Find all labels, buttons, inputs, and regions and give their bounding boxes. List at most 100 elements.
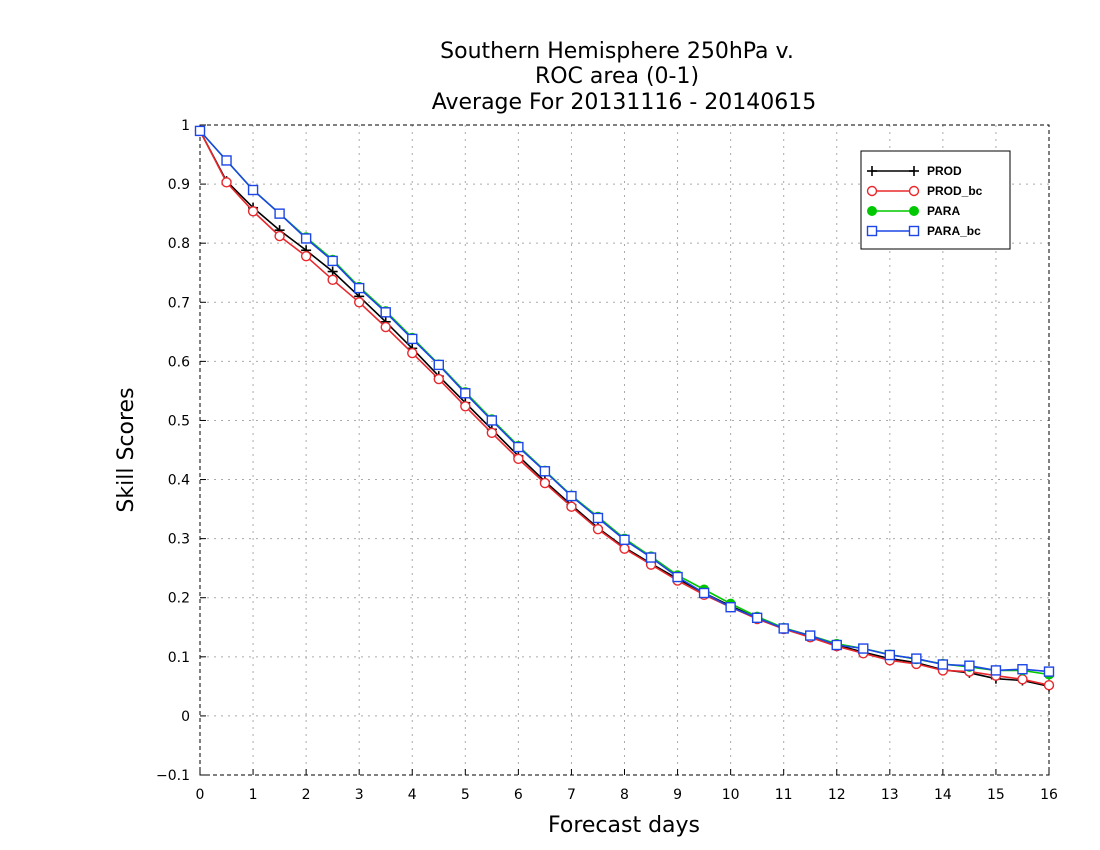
data-point-prod-bc bbox=[513, 453, 524, 465]
data-point-para-bc bbox=[778, 623, 789, 634]
y-tick-label: 0.6 bbox=[168, 354, 190, 370]
data-point-para-bc bbox=[990, 665, 1002, 676]
y-tick-label: 1 bbox=[181, 118, 190, 134]
axis-ticks: 0 1 2 3 4 5 6 7 8 9 10 11 12 13 14 15 16−0.100.10.20.30.… bbox=[156, 118, 1058, 803]
data-point-para-bc bbox=[672, 571, 683, 583]
x-tick-label: 14 bbox=[934, 787, 952, 803]
data-point-para-bc bbox=[221, 155, 232, 166]
data-point-para-bc bbox=[725, 601, 736, 613]
data-point-prod-bc bbox=[566, 501, 577, 512]
data-point-prod-bc bbox=[619, 543, 630, 554]
x-tick-label: 11 bbox=[775, 787, 793, 803]
x-tick-label: 12 bbox=[828, 787, 846, 803]
legend-box bbox=[860, 150, 1011, 250]
data-point-para-bc bbox=[247, 184, 259, 196]
data-point-prod-bc bbox=[247, 206, 259, 217]
y-tick-label: 0.1 bbox=[168, 650, 190, 666]
data-point-para-bc bbox=[911, 653, 922, 664]
data-point-prod-bc bbox=[1043, 679, 1055, 691]
x-tick-label: 1 bbox=[249, 787, 258, 803]
data-point-para-bc bbox=[380, 307, 391, 318]
data-point-para-bc bbox=[619, 534, 630, 546]
x-tick-label: 9 bbox=[673, 787, 682, 803]
data-point-para-bc bbox=[751, 612, 763, 624]
data-point-prod-bc bbox=[407, 347, 418, 359]
legend: PROD PROD_bc PARA PARA_bc bbox=[860, 150, 1011, 250]
legend-label-para-bc: PARA_bc bbox=[927, 224, 981, 238]
x-tick-label: 0 bbox=[196, 787, 205, 803]
data-point-para-bc bbox=[274, 208, 285, 219]
legend-entry-prod-bc: PROD_bc bbox=[866, 184, 983, 198]
x-tick-label: 4 bbox=[408, 787, 417, 803]
y-tick-label: 0.8 bbox=[168, 236, 190, 252]
data-point-prod-bc bbox=[1017, 674, 1028, 685]
y-tick-label: 0.4 bbox=[168, 473, 190, 489]
y-tick-label: 0.7 bbox=[168, 295, 190, 311]
data-point-para-bc bbox=[194, 125, 206, 137]
x-axis-label: Forecast days bbox=[548, 813, 700, 838]
data-point-prod-bc bbox=[486, 427, 498, 439]
legend-entry-para: PARA bbox=[867, 204, 960, 218]
legend-entry-para-bc: PARA_bc bbox=[866, 224, 981, 238]
data-point-para-bc bbox=[937, 659, 949, 670]
data-point-para-bc bbox=[805, 630, 816, 641]
x-tick-label: 16 bbox=[1040, 787, 1058, 803]
data-point-para-bc bbox=[460, 388, 471, 399]
series-para-bc bbox=[194, 125, 1055, 677]
data-point-prod-bc bbox=[460, 401, 471, 412]
x-tick-label: 10 bbox=[722, 787, 740, 803]
legend-marker bbox=[909, 206, 919, 216]
x-tick-label: 5 bbox=[461, 787, 470, 803]
data-point-prod-bc bbox=[380, 321, 391, 333]
data-point-prod-bc bbox=[592, 523, 604, 535]
y-tick-label: 0.2 bbox=[168, 591, 190, 607]
data-point-para-bc bbox=[858, 643, 869, 654]
legend-entry-prod: PROD bbox=[867, 164, 962, 178]
x-tick-label: 3 bbox=[355, 787, 364, 803]
data-point-prod-bc bbox=[274, 230, 285, 242]
data-point-prod-bc bbox=[327, 274, 338, 286]
data-point-para-bc bbox=[831, 639, 842, 651]
data-point-para-bc bbox=[592, 512, 604, 524]
x-tick-label: 7 bbox=[567, 787, 576, 803]
x-tick-label: 15 bbox=[987, 787, 1005, 803]
data-point-para-bc bbox=[1017, 664, 1028, 675]
data-point-para-bc bbox=[513, 441, 524, 453]
data-point-prod-bc bbox=[433, 373, 444, 385]
legend-marker bbox=[867, 206, 877, 216]
data-point-prod-bc bbox=[221, 177, 232, 188]
legend-marker bbox=[866, 185, 878, 197]
data-point-para-bc bbox=[407, 333, 418, 345]
data-point-para-bc bbox=[433, 359, 444, 371]
chart-title-line-2: ROC area (0-1) bbox=[535, 64, 699, 89]
x-tick-label: 8 bbox=[620, 787, 629, 803]
data-point-prod-bc bbox=[353, 297, 365, 308]
y-tick-label: 0.9 bbox=[168, 177, 190, 193]
legend-marker bbox=[867, 166, 877, 176]
data-point-para-bc bbox=[327, 255, 338, 267]
data-point-para-bc bbox=[884, 649, 896, 661]
data-point-prod-bc bbox=[539, 477, 551, 489]
legend-marker bbox=[908, 225, 920, 237]
x-tick-label: 2 bbox=[302, 787, 311, 803]
data-point-para-bc bbox=[486, 415, 498, 426]
legend-label-prod-bc: PROD_bc bbox=[927, 184, 983, 198]
legend-label-para: PARA bbox=[927, 204, 960, 218]
y-tick-label: 0 bbox=[181, 709, 190, 725]
data-point-para-bc bbox=[964, 660, 975, 671]
chart-title-line-1: Southern Hemisphere 250hPa v. bbox=[440, 39, 794, 64]
data-point-prod-bc bbox=[300, 250, 312, 262]
legend-marker bbox=[908, 185, 920, 197]
data-point-para-bc bbox=[698, 587, 710, 599]
y-tick-label: 0.5 bbox=[168, 413, 190, 429]
data-point-para-bc bbox=[566, 490, 577, 502]
x-tick-label: 13 bbox=[881, 787, 899, 803]
y-tick-label: −0.1 bbox=[156, 768, 190, 784]
data-series bbox=[194, 125, 1055, 692]
legend-marker bbox=[909, 166, 919, 176]
data-point-para-bc bbox=[1043, 666, 1055, 677]
chart-title-line-3: Average For 20131116 - 20140615 bbox=[432, 90, 817, 115]
data-point-para-bc bbox=[353, 282, 365, 294]
y-tick-label: 0.3 bbox=[168, 532, 190, 548]
